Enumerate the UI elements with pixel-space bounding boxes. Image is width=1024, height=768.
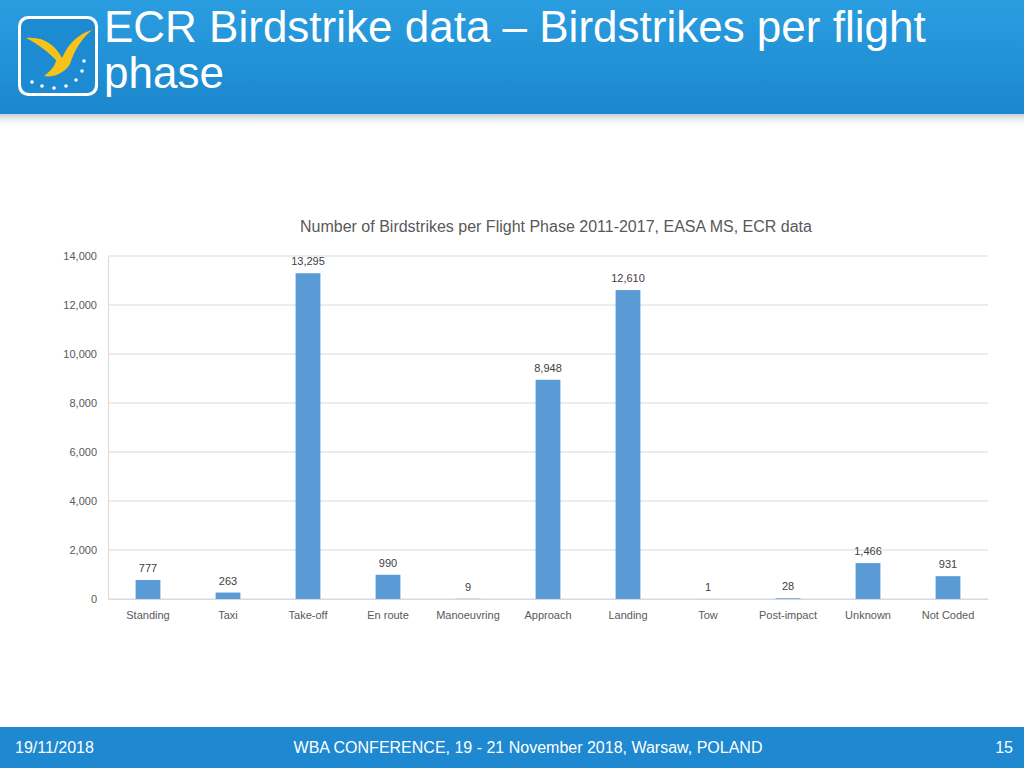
data-label: 777 [139, 562, 157, 574]
y-tick-label: 14,000 [63, 250, 97, 262]
data-label: 1 [705, 581, 711, 593]
x-tick-label: Landing [608, 609, 647, 621]
y-tick-label: 10,000 [63, 348, 97, 360]
x-tick: Post-impact [759, 599, 817, 621]
header-band [0, 0, 1024, 114]
x-tick-label: Manoeuvring [436, 609, 500, 621]
bar [776, 598, 801, 599]
y-tick-label: 8,000 [69, 397, 97, 409]
x-tick-label: En route [367, 609, 409, 621]
header-shadow [0, 112, 1024, 128]
logo-bird [26, 30, 92, 77]
grid-line [108, 256, 988, 257]
data-label: 28 [782, 580, 794, 592]
bar [136, 580, 161, 599]
bar [616, 290, 641, 599]
x-tick: Unknown [845, 599, 891, 621]
x-tick-label: Unknown [845, 609, 891, 621]
x-tick-label: Not Coded [922, 609, 975, 621]
x-tick: Tow [698, 599, 718, 621]
bar [216, 593, 241, 599]
logo-star [52, 86, 56, 90]
bar [696, 598, 721, 599]
bar [456, 598, 481, 599]
y-tick-label: 0 [91, 593, 97, 605]
x-tick: Take-off [289, 599, 329, 621]
grid-line [108, 305, 988, 306]
bar [856, 563, 881, 599]
x-tick: Not Coded [922, 599, 975, 621]
data-label: 13,295 [291, 255, 325, 267]
slide: 19/11/2018 WBA CONFERENCE, 19 - 21 Novemb… [0, 0, 1024, 768]
logo-back [21, 19, 95, 93]
footer-text: WBA CONFERENCE, 19 - 21 November 2018, W… [294, 739, 763, 756]
y-tick: 0 [91, 593, 108, 605]
y-axis-line [108, 257, 109, 600]
x-tick-label: Take-off [289, 609, 329, 621]
bar [536, 380, 561, 599]
data-label: 8,948 [534, 362, 562, 374]
y-tick: 10,000 [63, 348, 108, 360]
x-tick: Landing [608, 599, 647, 621]
x-tick: Manoeuvring [436, 599, 500, 621]
data-labels: 777 263 13,295 990 9 8,948 12,610 1 28 1,466 931 [139, 255, 957, 593]
data-label: 990 [379, 557, 397, 569]
y-tick-label: 4,000 [69, 495, 97, 507]
x-tick-label: Post-impact [759, 609, 817, 621]
y-tick-label: 6,000 [69, 446, 97, 458]
y-axis: 0 2,000 4,000 6,000 8,000 10,000 12,000 14,000 [63, 250, 108, 605]
logo-star [64, 84, 68, 88]
logo-star [82, 59, 86, 63]
y-tick: 4,000 [69, 495, 108, 507]
footer-date: 19/11/2018 [15, 739, 94, 756]
data-label: 12,610 [611, 272, 645, 284]
y-tick: 14,000 [63, 250, 108, 262]
y-tick: 8,000 [69, 397, 108, 409]
slide-title: ECR Birdstrike data – Birdstrikes per fl… [104, 4, 994, 96]
y-tick: 6,000 [69, 446, 108, 458]
data-label: 263 [219, 575, 237, 587]
bar [296, 273, 321, 599]
logo [18, 16, 98, 96]
x-axis: Standing Taxi Take-off En route Manoeuvring A… [109, 599, 989, 621]
data-label: 9 [465, 581, 471, 593]
grid-line [108, 354, 988, 355]
page-number: 15 [995, 739, 1013, 756]
y-tick: 2,000 [69, 544, 108, 556]
y-tick-label: 12,000 [63, 299, 97, 311]
logo-star [40, 84, 44, 88]
logo-star [30, 80, 34, 84]
x-tick: Taxi [218, 599, 238, 621]
logo-frame [18, 16, 98, 96]
x-tick-label: Approach [524, 609, 571, 621]
data-label: 931 [939, 558, 957, 570]
y-tick-label: 2,000 [69, 544, 97, 556]
x-tick-label: Taxi [218, 609, 238, 621]
footer-band [0, 727, 1024, 768]
x-tick-label: Tow [698, 609, 718, 621]
x-tick-label: Standing [126, 609, 169, 621]
x-tick: Standing [126, 599, 169, 621]
x-axis-line [109, 599, 989, 600]
bar [376, 575, 401, 599]
data-label: 1,466 [854, 545, 882, 557]
y-tick: 12,000 [63, 299, 108, 311]
logo-star [80, 69, 84, 73]
bar [936, 576, 961, 599]
x-tick: Approach [524, 599, 571, 621]
grid [108, 256, 988, 599]
chart: Number of Birdstrikes per Flight Phase 2… [63, 218, 988, 621]
chart-title: Number of Birdstrikes per Flight Phase 2… [300, 218, 812, 235]
x-tick: En route [367, 599, 409, 621]
logo-star [74, 78, 78, 82]
bars [136, 273, 961, 599]
